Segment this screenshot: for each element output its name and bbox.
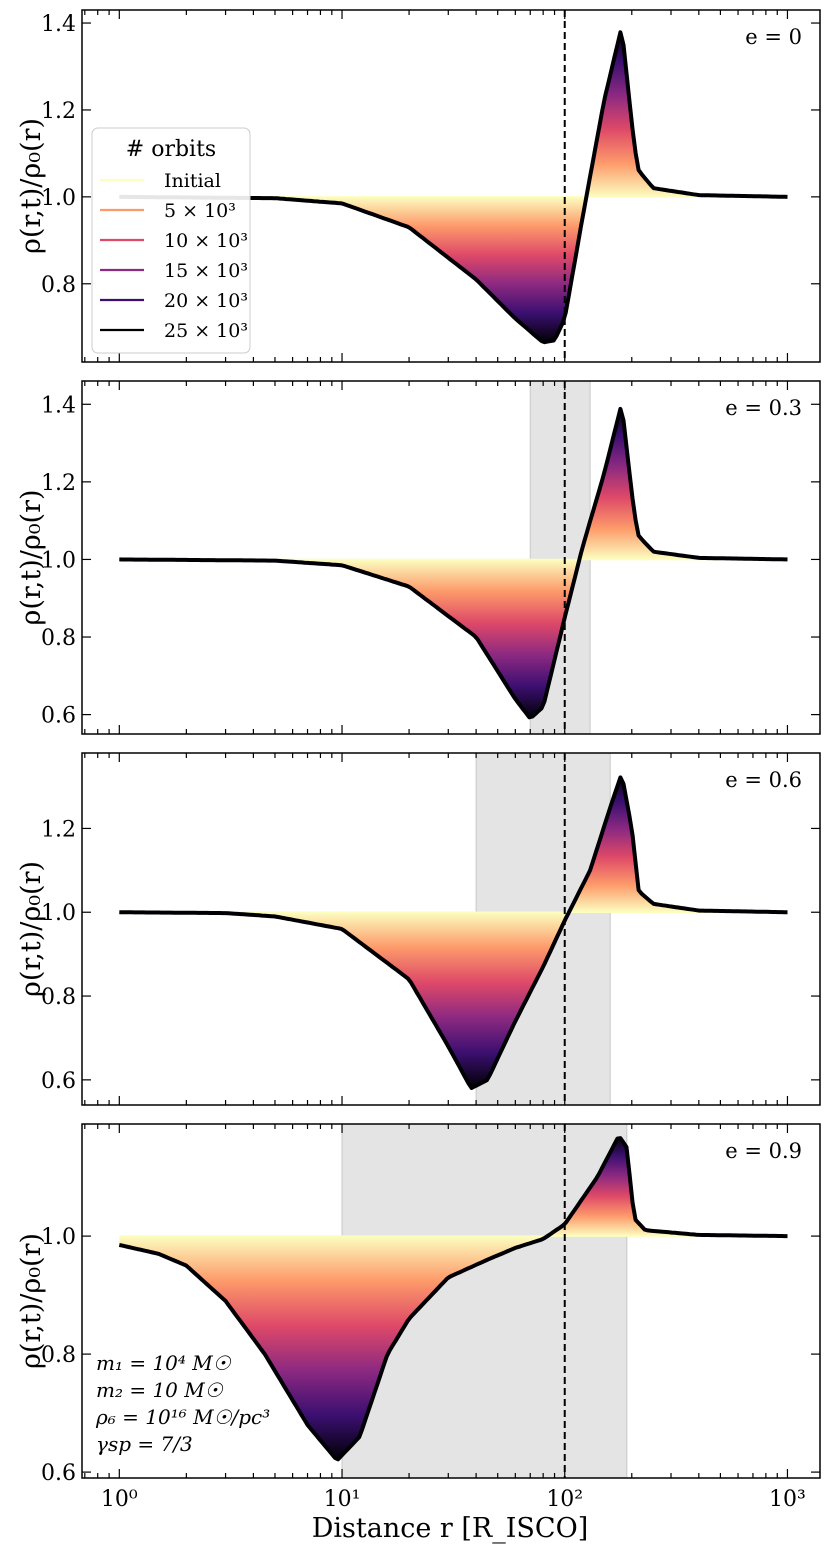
plot-area [119,381,788,734]
x-axis-label: Distance r [R_ISCO] [312,1513,589,1544]
panel-2: 0.6 0.8 1.0 1.2 1.4 ρ(r,t)/ρ₀(r) e = 0.3 [16,380,821,735]
legend-box [91,127,251,354]
x-tick-label: 10⁰ [101,1487,138,1512]
y-tick-label: 0.8 [41,985,76,1010]
y-tick-label: 0.6 [41,704,76,729]
y-tick-label: 0.8 [41,626,76,651]
y-tick-label: 0.6 [41,1069,76,1094]
axes-frame [81,380,821,735]
legend-entry-label: 25 × 10³ [164,320,248,342]
legend-entry-label: 5 × 10³ [164,200,236,222]
final-curve [118,1136,788,1462]
parameter-line: m₂ = 10 M☉ [96,1378,224,1402]
panels-layer: 0.8 1.0 1.2 1.4 ρ(r,t)/ρ₀(r) e = 0 # orbits Ini… [16,9,821,1512]
legend-entry-label: 10 × 10³ [164,230,248,252]
parameter-line: m₁ = 10⁴ M☉ [96,1351,232,1375]
density-band-above [119,777,788,913]
panel-1: 0.8 1.0 1.2 1.4 ρ(r,t)/ρ₀(r) e = 0 # orbits Ini… [16,9,821,363]
y-tick-label: 1.4 [41,393,76,418]
legend-entry-label: 20 × 10³ [164,290,248,312]
legend-title: # orbits [126,137,216,162]
panel-3: 0.6 0.8 1.0 1.2 ρ(r,t)/ρ₀(r) e = 0.6 [16,752,821,1106]
parameter-line: ρ₆ = 10¹⁶ M☉/pc³ [95,1405,270,1429]
y-tick-label: 1.2 [41,817,76,842]
y-axis-label: ρ(r,t)/ρ₀(r) [16,1233,47,1369]
y-tick-label: 0.8 [41,273,76,298]
y-tick-label: 0.8 [41,1343,76,1368]
y-axis-label: ρ(r,t)/ρ₀(r) [16,118,47,254]
eccentricity-label: e = 0.3 [725,396,802,420]
final-curve [119,775,788,1090]
plot-area [118,1124,788,1478]
legend-entry-label: Initial [164,170,221,192]
panel-4: 0.6 0.8 1.0ρ(r,t)/ρ₀(r) e = 0.9 10⁰ 10¹ 10² 10³… [16,1123,821,1512]
density-band-below [119,912,788,1088]
parameter-line: γsp = 7/3 [96,1432,193,1456]
x-tick-label: 10³ [769,1487,806,1512]
y-tick-label: 1.2 [41,471,76,496]
density-band-above [119,1138,788,1237]
y-tick-label: 1.2 [41,99,76,124]
density-band-below [119,1236,788,1460]
density-band-above [119,32,788,197]
density-band-above [119,408,788,560]
legend-entry-label: 15 × 10³ [164,260,248,282]
parameter-block: m₁ = 10⁴ M☉ m₂ = 10 M☉ ρ₆ = 10¹⁶ M☉/pc³ γsp… [95,1351,270,1456]
axes-frame [81,9,821,363]
y-tick-label: 0.6 [41,1461,76,1486]
axes-frame [81,752,821,1106]
eccentricity-label: e = 0.6 [725,768,802,792]
x-tick-label: 10¹ [324,1487,361,1512]
y-axis-label: ρ(r,t)/ρ₀(r) [16,861,47,997]
y-tick-label: 1.4 [41,12,76,37]
density-band-below [119,559,788,718]
eccentricity-label: e = 0.9 [725,1139,802,1163]
y-tick-label: 1.0 [41,548,76,573]
density-band-below [119,196,788,343]
y-tick-label: 1.0 [41,901,76,926]
y-tick-label: 1.0 [41,1225,76,1250]
eccentricity-label: e = 0 [745,25,802,49]
final-curve [119,406,788,720]
y-axis-label: ρ(r,t)/ρ₀(r) [16,489,47,625]
plot-area [119,753,788,1105]
legend: # orbits Initial 5 × 10³ 10 × 10³ 15 × 10³ 20… [91,127,251,354]
y-tick-label: 1.0 [41,186,76,211]
x-tick-label: 10² [546,1487,583,1512]
axes-frame [81,1123,821,1479]
